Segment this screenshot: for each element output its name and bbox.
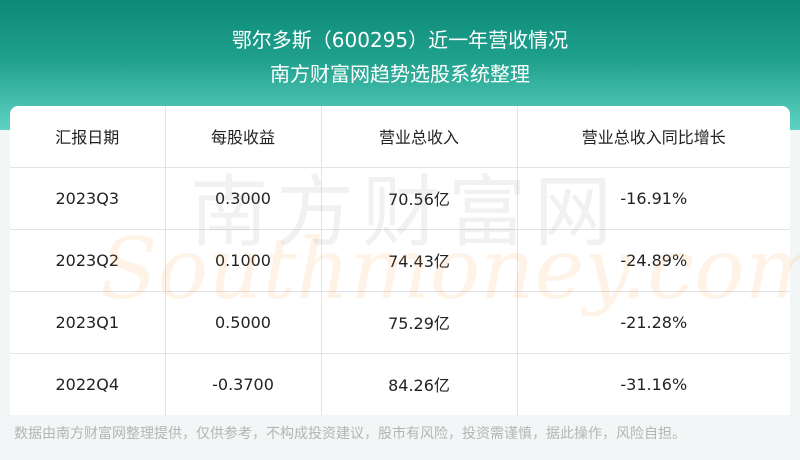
cell-eps: 0.3000 (165, 167, 322, 230)
table-row: 2023Q2 0.1000 74.43亿 -24.89% (10, 229, 790, 292)
column-header: 每股收益 (165, 106, 322, 168)
cell-revenue: 70.56亿 (321, 167, 518, 230)
revenue-table-card: 汇报日期 每股收益 营业总收入 营业总收入同比增长 2023Q3 0.3000 … (10, 106, 790, 415)
cell-growth: -24.89% (517, 229, 790, 292)
cell-date: 2023Q3 (10, 167, 166, 230)
cell-date: 2023Q1 (10, 291, 166, 354)
column-header: 营业总收入同比增长 (517, 106, 790, 168)
cell-revenue: 74.43亿 (321, 229, 518, 292)
revenue-table: 汇报日期 每股收益 营业总收入 营业总收入同比增长 2023Q3 0.3000 … (10, 106, 790, 415)
column-header: 营业总收入 (321, 106, 518, 168)
page-title: 鄂尔多斯（600295）近一年营收情况 (231, 28, 569, 52)
cell-eps: 0.5000 (165, 291, 322, 354)
column-header: 汇报日期 (10, 106, 166, 168)
table-row: 2023Q3 0.3000 70.56亿 -16.91% (10, 167, 790, 230)
table-row: 2022Q4 -0.3700 84.26亿 -31.16% (10, 353, 790, 415)
cell-growth: -16.91% (517, 167, 790, 230)
cell-growth: -31.16% (620, 374, 688, 394)
disclaimer-footer: 数据由南方财富网整理提供，仅供参考，不构成投资建议，股市有风险，投资需谨慎，据此… (14, 426, 686, 442)
cell-date: 2023Q2 (10, 229, 166, 292)
table-row: 2023Q1 0.5000 75.29亿 -21.28% (10, 291, 790, 354)
cell-date: 2022Q4 (10, 353, 166, 415)
cell-growth: -21.28% (517, 291, 790, 354)
cell-eps: -0.3700 (165, 353, 322, 415)
cell-eps: 0.1000 (165, 229, 322, 292)
page-subtitle: 南方财富网趋势选股系统整理 (270, 62, 530, 86)
cell-revenue: 75.29亿 (321, 291, 518, 354)
table-header-row: 汇报日期 每股收益 营业总收入 营业总收入同比增长 (10, 106, 790, 168)
cell-revenue: 84.26亿 (321, 353, 518, 415)
